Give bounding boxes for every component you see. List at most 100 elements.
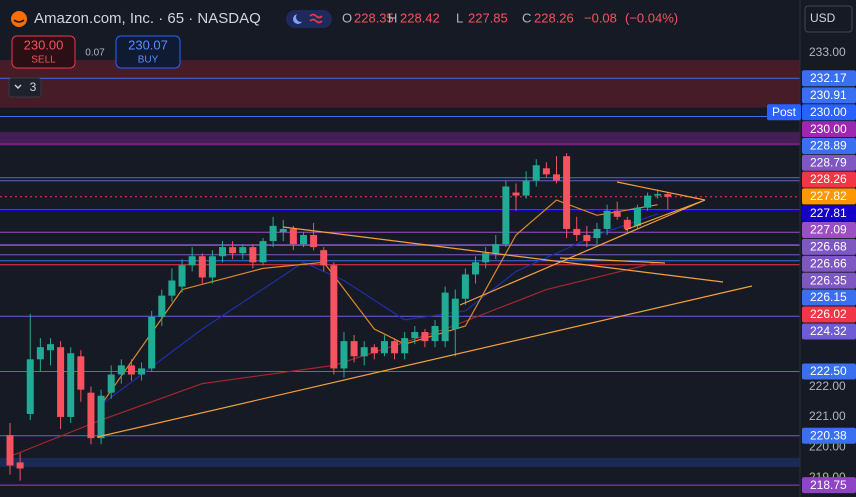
candle-body [603, 210, 611, 229]
candle-body [532, 165, 540, 181]
candle-body [654, 194, 662, 196]
candle-body [239, 247, 247, 254]
price-label-box [802, 221, 856, 238]
candle-body [310, 235, 318, 248]
candle-body [340, 341, 348, 369]
price-label-box [802, 87, 856, 104]
price-label: 226.68 [810, 239, 847, 253]
sell-button[interactable] [11, 35, 76, 69]
zone [0, 131, 800, 146]
candle-body [502, 186, 510, 245]
price-label-box [802, 289, 856, 306]
symbol-title[interactable]: Amazon.com, Inc. · 65 · NASDAQ [34, 10, 261, 27]
candle-body [421, 332, 429, 342]
y-tick-label: 222.00 [809, 379, 846, 393]
spread: 0.07 [85, 48, 105, 59]
trend-line [459, 199, 706, 306]
candle-body [401, 338, 409, 354]
price-label: 226.66 [810, 256, 847, 270]
price-label-box [802, 272, 856, 289]
buy-price: 230.07 [128, 37, 168, 52]
trend-lines [96, 181, 753, 438]
y-tick-label: 233.00 [809, 45, 846, 59]
candle-body [350, 341, 358, 357]
candle-body [380, 341, 388, 354]
candle-body [563, 156, 571, 229]
symbol-logo [11, 11, 27, 27]
candle-body [472, 262, 480, 275]
candle-body [188, 256, 196, 266]
candle-body [279, 228, 287, 232]
candle-body [46, 344, 54, 351]
price-label-box [802, 104, 856, 121]
candle-body [67, 353, 75, 417]
trend-line [282, 226, 724, 283]
price-label: 228.26 [810, 172, 847, 186]
candle-body [198, 256, 206, 278]
ohlc-letter: O [342, 10, 352, 25]
ohlc-value: 228.35 [354, 10, 394, 25]
trend-line [96, 285, 753, 438]
wave-icon [309, 13, 323, 24]
candle-body [16, 462, 24, 469]
price-label-box [802, 306, 856, 323]
logo-smile [13, 19, 25, 23]
price-label-box [802, 137, 856, 154]
price-label-box [802, 205, 856, 222]
candle-body [57, 347, 65, 417]
price-label-box [802, 323, 856, 340]
buy-button[interactable] [115, 35, 181, 69]
moon-cut [296, 12, 306, 22]
sell-label: SELL [31, 55, 56, 66]
price-label: 228.89 [810, 139, 847, 153]
candle-body [482, 253, 490, 263]
candle-body [107, 374, 115, 393]
price-label: 230.00 [810, 122, 847, 136]
candle-body [36, 347, 44, 360]
candle-body [148, 316, 156, 369]
price-label: 226.15 [810, 290, 847, 304]
candle-body [289, 228, 297, 245]
candle-body [391, 341, 399, 354]
moving-average [100, 213, 658, 406]
price-tag: Post [772, 105, 797, 119]
price-label: 230.00 [810, 105, 847, 119]
candle-body [77, 356, 85, 390]
currency: USD [810, 11, 836, 25]
ohlc-letter: C [522, 10, 531, 25]
ohlc-value: 227.85 [468, 10, 508, 25]
indicators-toggle[interactable] [8, 77, 42, 98]
axis-labels: 233.00222.00221.00220.00219.00232.17230.… [767, 45, 856, 494]
candle-body [512, 192, 520, 196]
candle-body [178, 265, 186, 287]
candle-body [259, 241, 267, 263]
currency-button[interactable] [804, 5, 853, 33]
price-label-box [802, 238, 856, 255]
candle-body [644, 195, 652, 208]
candle-body [87, 392, 95, 439]
indicators-count: 3 [30, 80, 37, 94]
candle-body [330, 265, 338, 369]
candle-body [97, 395, 105, 439]
candle-body [542, 168, 550, 175]
price-label-box [802, 121, 856, 138]
price-label: 228.79 [810, 155, 847, 169]
candle-body [441, 292, 449, 342]
candle-body [451, 298, 459, 330]
ohlc: O 228.35H 228.42 L 227.85 C 228.26 [342, 10, 574, 25]
candle-body [117, 365, 125, 375]
sell-price: 230.00 [24, 37, 64, 52]
candle-body [623, 219, 631, 229]
candle-body [492, 244, 500, 254]
trend-line [616, 181, 706, 201]
price-label-box [802, 477, 856, 494]
price-label-box [802, 154, 856, 171]
y-tick-label: 221.00 [809, 409, 846, 423]
change-pct: (−0.04%) [625, 10, 678, 25]
buy-label: BUY [138, 55, 159, 66]
session-pill[interactable] [286, 10, 332, 28]
price-label: 218.75 [810, 478, 847, 492]
zone [0, 457, 800, 467]
